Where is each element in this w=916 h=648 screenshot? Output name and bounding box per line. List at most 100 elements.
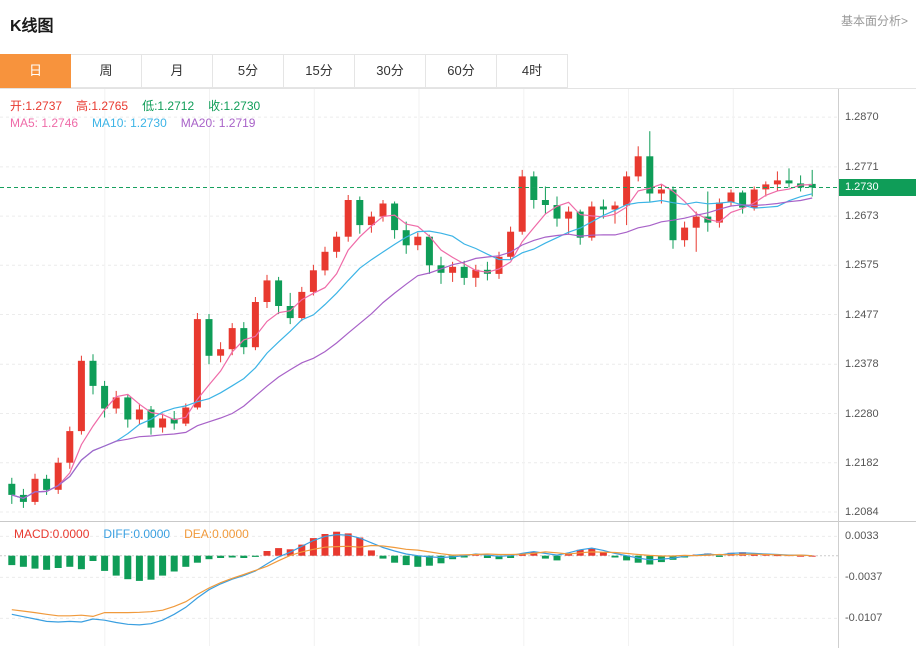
macd-histogram-bar — [507, 555, 515, 558]
candle-body — [460, 266, 468, 278]
axis-tick-label: 1.2575 — [845, 259, 879, 272]
candle-body — [518, 176, 526, 232]
current-price-badge: 1.2730 — [839, 179, 916, 197]
macd-histogram-bar — [31, 555, 39, 569]
macd-legend: MACD:0.0000 DIFF:0.0000 DEA:0.0000 — [14, 527, 263, 541]
macd-histogram-bar — [773, 555, 781, 557]
candle-body — [170, 418, 178, 424]
candle-body — [356, 200, 364, 226]
candle-body — [379, 203, 387, 217]
axis-tick-label: 1.2673 — [845, 210, 879, 223]
fundamental-analysis-link[interactable]: 基本面分析> — [840, 14, 908, 28]
macd-histogram-bar — [460, 555, 468, 558]
candle-body — [414, 236, 422, 246]
chart-area: 1.2870 1.2771 1.2673 1.2575 1.2477 1.2378 1.22… — [0, 88, 916, 648]
candle-body — [669, 189, 677, 241]
tab-60分[interactable]: 60分 — [426, 54, 497, 88]
macd-histogram-bar — [309, 538, 317, 556]
candle-body — [565, 211, 573, 219]
candle-body — [773, 180, 781, 185]
legend-item: 收:1.2730 — [208, 99, 261, 113]
tab-15分[interactable]: 15分 — [284, 54, 355, 88]
candle-body — [507, 231, 515, 257]
candle-body — [89, 360, 97, 386]
axis-tick-label: 1.2771 — [845, 160, 879, 173]
dea-line — [11, 544, 813, 618]
candle-body — [31, 478, 39, 502]
candle-body — [634, 156, 642, 177]
candle-body — [159, 418, 167, 428]
tab-30分[interactable]: 30分 — [355, 54, 426, 88]
candle-body — [286, 306, 294, 319]
candle-body — [240, 328, 248, 348]
candle-body — [193, 319, 201, 408]
macd-histogram-bar — [205, 555, 213, 560]
legend-item: 低:1.2712 — [142, 99, 195, 113]
macd-histogram-bar — [275, 548, 283, 556]
candlestick-chart[interactable] — [0, 89, 838, 521]
macd-histogram-bar — [170, 555, 178, 572]
axis-tick-label: 1.2870 — [845, 111, 879, 124]
axis-tick-label: 1.2182 — [845, 456, 879, 469]
candle-body — [425, 236, 433, 266]
macd-histogram-bar — [402, 555, 410, 566]
ma-legend: MA5: 1.2746 MA10: 1.2730 MA20: 1.2719 — [10, 116, 269, 130]
candle-body — [66, 431, 74, 463]
candle-body — [715, 202, 723, 223]
panel-divider — [0, 521, 916, 522]
candle-body — [657, 189, 665, 194]
tab-月[interactable]: 月 — [142, 54, 213, 88]
axis-tick-label: 1.2084 — [845, 505, 879, 518]
macd-histogram-bar — [66, 555, 74, 567]
macd-histogram-bar — [623, 555, 631, 561]
legend-item: DIFF:0.0000 — [103, 527, 171, 541]
candle-body — [298, 291, 306, 318]
macd-histogram-bar — [391, 555, 399, 563]
page-title: K线图 — [10, 18, 54, 35]
candle-body — [750, 189, 758, 208]
macd-histogram-bar — [797, 555, 805, 557]
macd-histogram-bar — [344, 533, 352, 556]
axis-tick-label: -0.0037 — [845, 571, 883, 584]
axis-tick-label: 0.0033 — [845, 530, 879, 543]
macd-histogram-bar — [483, 555, 491, 558]
macd-histogram-bar — [193, 555, 201, 563]
macd-histogram-bar — [379, 555, 387, 559]
candle-body — [739, 192, 747, 208]
macd-histogram-bar — [298, 544, 306, 556]
candle-body — [541, 200, 549, 205]
candle-body — [367, 216, 375, 226]
tab-周[interactable]: 周 — [71, 54, 142, 88]
candle-body — [182, 407, 190, 424]
candle-body — [727, 192, 735, 203]
candle-body — [611, 205, 619, 210]
macd-histogram-bar — [553, 555, 561, 561]
tab-4时[interactable]: 4时 — [497, 54, 568, 88]
macd-histogram-bar — [808, 555, 816, 557]
macd-histogram-bar — [19, 555, 27, 567]
macd-histogram-bar — [599, 552, 607, 556]
macd-chart[interactable] — [0, 522, 838, 646]
ma5-line — [11, 183, 813, 500]
macd-histogram-bar — [333, 531, 341, 556]
tab-日[interactable]: 日 — [0, 54, 71, 88]
candle-body — [646, 156, 654, 194]
legend-item: 开:1.2737 — [10, 99, 63, 113]
macd-histogram-bar — [147, 555, 155, 580]
tab-5分[interactable]: 5分 — [213, 54, 284, 88]
macd-histogram-bar — [495, 555, 503, 560]
macd-histogram-bar — [43, 555, 51, 570]
legend-item: MA10: 1.2730 — [92, 116, 167, 130]
macd-histogram-bar — [634, 555, 642, 563]
candle-body — [101, 385, 109, 409]
candle-body — [599, 206, 607, 210]
macd-histogram-bar — [437, 555, 445, 564]
macd-histogram-bar — [541, 555, 549, 559]
legend-item: 高:1.2765 — [76, 99, 129, 113]
candle-body — [124, 397, 132, 420]
candle-body — [681, 227, 689, 241]
candle-body — [43, 478, 51, 490]
candle-body — [205, 319, 213, 356]
macd-histogram-bar — [251, 555, 259, 557]
timeframe-tabs: 日周月 5分 15分 30分 60分 4时 — [0, 54, 568, 88]
